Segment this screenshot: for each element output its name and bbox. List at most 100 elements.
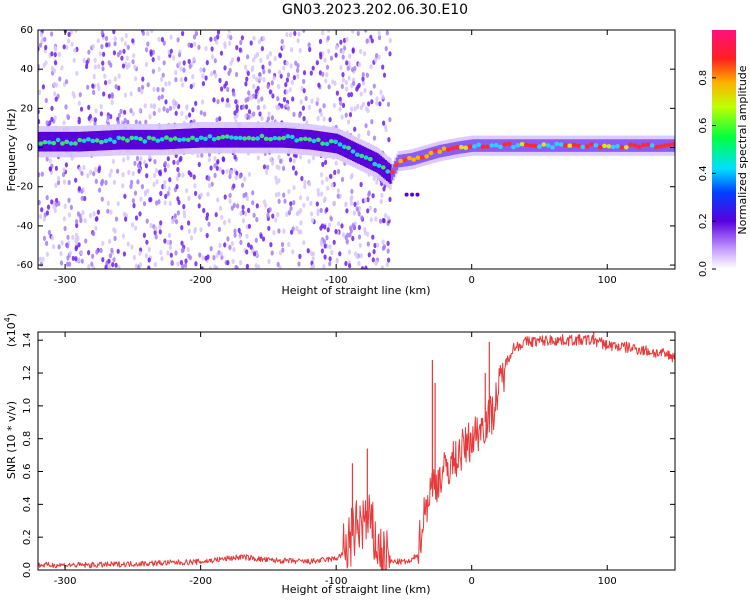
noise-speckle xyxy=(66,114,70,121)
noise-speckle xyxy=(347,249,351,255)
noise-speckle xyxy=(167,186,171,192)
noise-speckle xyxy=(283,198,287,204)
ridge-blob xyxy=(151,136,156,141)
noise-speckle xyxy=(117,112,121,118)
noise-speckle xyxy=(319,239,323,245)
ridge-blob xyxy=(224,134,230,139)
ridge-blob xyxy=(502,142,508,147)
noise-speckle xyxy=(385,262,389,268)
noise-speckle xyxy=(44,97,48,104)
noise-speckle xyxy=(106,200,110,206)
noise-speckle xyxy=(91,253,95,259)
noise-speckle xyxy=(258,111,262,117)
noise-speckle xyxy=(359,91,363,97)
noise-speckle xyxy=(245,263,249,269)
ridge-blob xyxy=(393,162,399,167)
noise-speckle xyxy=(232,246,236,253)
noise-speckle xyxy=(330,249,334,256)
noise-speckle xyxy=(176,160,180,166)
snr-y-tick-label: 1.2 xyxy=(22,365,33,381)
ridge-blob xyxy=(289,134,295,140)
noise-speckle xyxy=(223,43,227,50)
noise-speckle xyxy=(99,247,103,253)
noise-speckle xyxy=(244,113,248,119)
noise-speckle xyxy=(352,224,356,230)
ridge-blob xyxy=(658,144,664,149)
noise-speckle xyxy=(197,203,201,209)
noise-speckle xyxy=(187,220,191,226)
noise-speckle xyxy=(303,179,307,185)
ridge-core-segment xyxy=(142,129,145,150)
noise-speckle xyxy=(240,182,245,188)
noise-speckle xyxy=(267,258,271,265)
ridge-blob xyxy=(593,143,599,148)
ridge-core-segment xyxy=(600,139,604,152)
ridge-blob xyxy=(99,140,104,145)
noise-speckle xyxy=(292,158,296,164)
noise-speckle xyxy=(146,188,150,194)
ridge-core-segment xyxy=(392,164,395,177)
noise-speckle xyxy=(172,159,176,165)
noise-speckle xyxy=(372,249,376,255)
ridge-core-segment xyxy=(116,130,119,150)
noise-speckle xyxy=(166,250,170,256)
noise-speckle xyxy=(177,61,182,67)
ridge-blob xyxy=(472,144,477,149)
noise-speckle xyxy=(218,242,222,248)
noise-speckle xyxy=(179,259,183,266)
noise-speckle xyxy=(154,234,158,240)
noise-speckle xyxy=(353,106,357,112)
ridge-blob xyxy=(216,135,221,141)
noise-speckle xyxy=(344,112,348,118)
noise-speckle xyxy=(56,180,61,186)
noise-speckle xyxy=(164,81,168,87)
noise-speckle xyxy=(363,226,367,233)
ridge-blob xyxy=(281,135,286,141)
ridge-core-segment xyxy=(332,133,335,153)
noise-speckle xyxy=(345,86,349,92)
noise-speckle xyxy=(230,240,234,247)
ridge-blob xyxy=(654,144,659,150)
noise-speckle xyxy=(339,39,343,45)
ridge-core-segment xyxy=(145,129,148,150)
noise-speckle xyxy=(234,175,238,181)
noise-speckle xyxy=(38,42,43,48)
noise-speckle xyxy=(384,213,388,219)
noise-speckle xyxy=(99,111,103,117)
noise-speckle xyxy=(282,165,286,171)
noise-speckle xyxy=(228,173,232,180)
noise-speckle xyxy=(50,31,54,37)
ridge-blob xyxy=(524,142,529,147)
noise-speckle xyxy=(266,212,270,219)
ridge-blob xyxy=(459,145,464,150)
noise-speckle xyxy=(191,74,195,80)
noise-speckle xyxy=(288,87,292,93)
ridge-blob xyxy=(480,144,486,149)
noise-speckle xyxy=(77,100,81,106)
noise-speckle xyxy=(247,242,251,248)
noise-speckle xyxy=(145,218,149,224)
noise-speckle xyxy=(152,181,156,187)
ridge-blob xyxy=(159,137,165,142)
noise-speckle xyxy=(179,155,183,161)
noise-speckle xyxy=(330,182,334,188)
colorbar xyxy=(712,30,736,269)
ridge-blob xyxy=(367,156,373,162)
noise-speckle xyxy=(309,250,314,257)
noise-speckle xyxy=(215,266,219,269)
colorbar-tick-label: 0.4 xyxy=(698,165,709,181)
noise-speckle xyxy=(101,240,105,246)
noise-speckle xyxy=(298,112,302,118)
noise-speckle xyxy=(82,165,86,171)
noise-speckle xyxy=(157,107,161,113)
noise-speckle xyxy=(257,98,261,104)
ridge-blob xyxy=(550,145,555,150)
noise-speckle xyxy=(174,219,179,225)
noise-speckle xyxy=(122,251,126,257)
noise-speckle xyxy=(208,265,212,269)
noise-speckle xyxy=(261,64,265,70)
ridge-blob xyxy=(328,139,334,144)
ridge-blob xyxy=(537,144,542,149)
noise-speckle xyxy=(282,65,286,71)
noise-speckle xyxy=(74,177,78,183)
